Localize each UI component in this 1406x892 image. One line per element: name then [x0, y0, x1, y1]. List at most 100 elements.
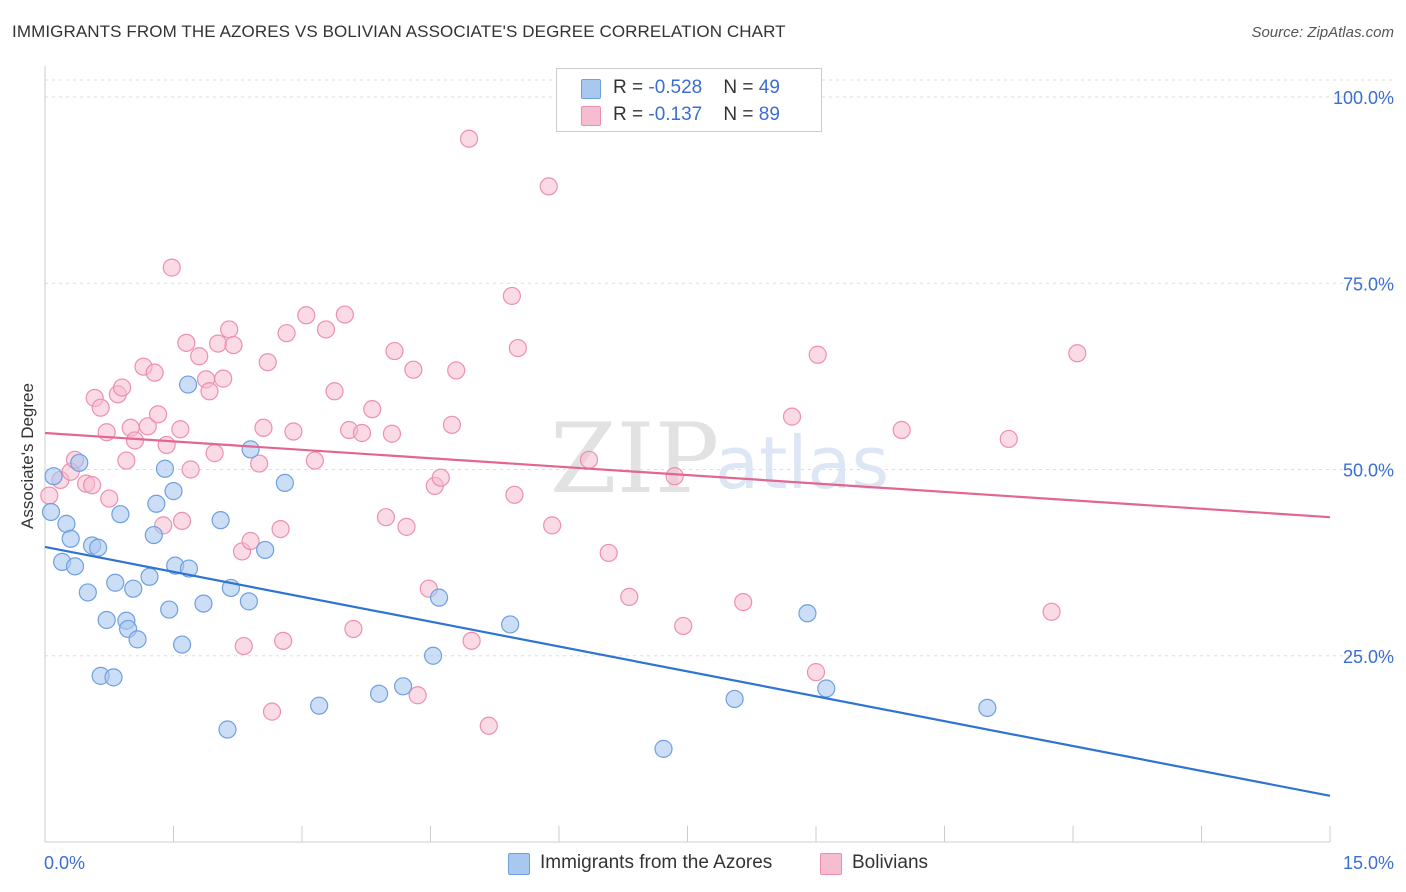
bolivians-point: [344, 619, 363, 639]
gridlines: [45, 79, 1394, 657]
bolivians-point: [83, 476, 102, 495]
bolivians-point: [258, 353, 277, 372]
azores-point: [147, 494, 166, 513]
bolivians-point: [325, 382, 344, 401]
azores-point: [310, 696, 329, 715]
legend-label-azores: Immigrants from the Azores: [540, 852, 773, 873]
bolivians-point: [224, 335, 243, 355]
azores-point: [124, 579, 143, 598]
bolivians-point: [459, 129, 479, 148]
bolivians-point: [431, 468, 450, 487]
azores-point: [97, 610, 116, 630]
x-tick-label-min: 0.0%: [44, 853, 85, 873]
bolivians-point: [200, 382, 219, 401]
azores-point: [179, 559, 199, 578]
bolivians-point: [234, 636, 253, 656]
bolivians-point: [502, 286, 521, 306]
azores-point: [501, 615, 520, 634]
azores-point: [104, 668, 123, 687]
bolivians-point: [316, 320, 336, 339]
bolivians-point: [208, 334, 228, 353]
azores-point: [817, 679, 836, 698]
azores-point: [241, 440, 260, 459]
azores-point: [211, 511, 230, 530]
y-tick-label: 75.0%: [1343, 274, 1394, 294]
bolivians-point: [385, 341, 404, 361]
bolivians-point: [352, 423, 372, 443]
azores-point: [429, 588, 449, 607]
azores-point: [160, 600, 179, 619]
bolivians-point: [262, 702, 282, 721]
legend-swatch-pink: [581, 106, 601, 126]
bolivians-point: [190, 347, 209, 366]
bolivians-point: [91, 398, 110, 417]
watermark-zip: ZIP: [550, 403, 719, 515]
azores-point: [275, 473, 294, 493]
bolivians-point: [205, 444, 224, 463]
azores-trend-line: [44, 545, 1331, 797]
bolivians-point: [241, 531, 260, 551]
bolivians-point: [408, 686, 427, 705]
bolivians-point: [892, 420, 911, 440]
bolivians-point: [382, 424, 402, 443]
azores-point: [218, 720, 237, 739]
legend-n-label: N =: [723, 77, 759, 98]
bolivians-point: [220, 320, 239, 339]
bolivians-point: [508, 338, 527, 358]
azores-point: [654, 739, 673, 758]
bolivians-point: [125, 431, 145, 450]
watermark: ZIP atlas: [550, 403, 889, 515]
bolivians-point: [579, 450, 599, 469]
azores-point: [89, 538, 108, 557]
bolivians-point: [505, 485, 524, 504]
bolivians-point: [447, 361, 466, 380]
bolivians-point: [284, 422, 303, 441]
bolivians-point: [665, 467, 684, 486]
azores-point: [725, 689, 744, 709]
bolivians-point: [138, 417, 157, 436]
bolivians-trend-line: [44, 431, 1331, 519]
bolivians-point: [806, 663, 826, 682]
bolivians-point: [734, 593, 753, 612]
azores-points: [41, 375, 997, 758]
bolivians-point: [171, 420, 190, 439]
bolivians-point: [181, 460, 200, 479]
bolivians-point: [271, 519, 290, 539]
azores-point: [41, 502, 61, 522]
axes: [44, 66, 1331, 843]
bolivians-point: [599, 543, 618, 563]
bolivians-point: [297, 306, 316, 325]
azores-point: [194, 594, 213, 613]
bolivians-point: [1068, 344, 1087, 363]
legend-n-label: N =: [723, 104, 759, 125]
correlation-legend: R = -0.528 N = 49 R = -0.137 N = 89: [556, 68, 822, 132]
bolivians-point: [376, 508, 396, 527]
bolivians-point: [479, 716, 498, 735]
azores-point: [70, 453, 89, 472]
azores-point: [78, 583, 97, 602]
azores-point: [172, 635, 192, 654]
azores-point: [155, 459, 175, 478]
azores-point: [128, 630, 147, 649]
bolivians-point: [442, 415, 462, 434]
legend-n-value-azores: 49: [758, 77, 780, 98]
legend-r-value-azores: -0.528: [648, 77, 703, 98]
legend-r-label: R =: [613, 104, 649, 125]
bolivians-point: [148, 405, 168, 424]
azores-point: [164, 482, 183, 501]
bolivians-point: [543, 516, 562, 535]
azores-point: [978, 698, 997, 718]
trend-lines: [44, 431, 1331, 797]
azores-point: [57, 514, 76, 533]
legend-swatch-bolivians: [820, 853, 842, 875]
bolivians-point: [157, 435, 176, 455]
azores-point: [393, 677, 413, 696]
azores-point: [239, 592, 258, 611]
bolivians-point: [808, 345, 827, 364]
legend-r-value-bolivians: -0.137: [648, 104, 703, 125]
bolivians-point: [999, 429, 1018, 449]
azores-point: [106, 573, 125, 592]
bolivians-point: [397, 517, 416, 536]
bolivians-point: [117, 451, 136, 470]
bolivians-point: [172, 511, 192, 531]
